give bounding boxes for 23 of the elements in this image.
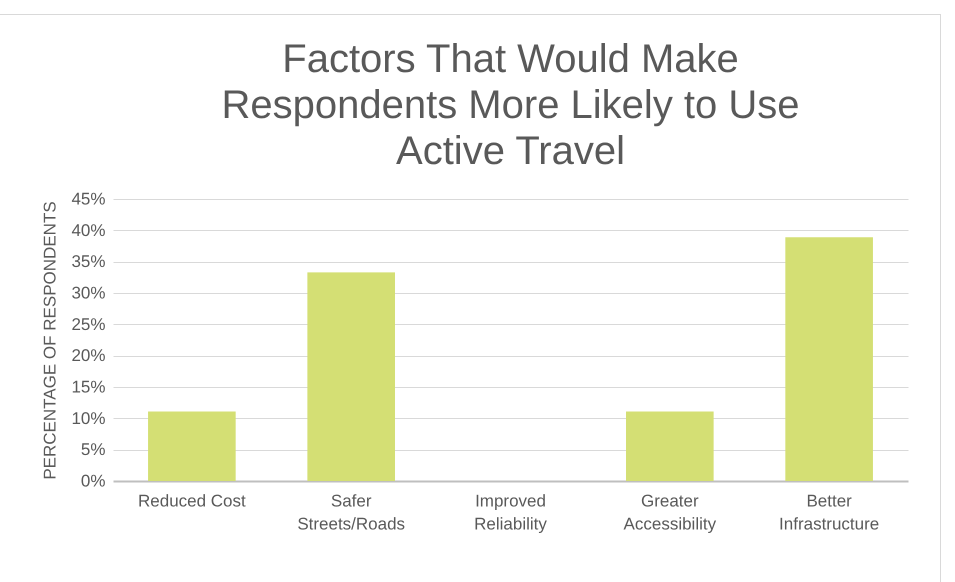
y-tick-label: 25% <box>71 314 106 334</box>
bar <box>148 411 236 481</box>
y-tick-label: 0% <box>80 472 106 490</box>
y-tick-label: 10% <box>71 408 106 428</box>
y-tick-label: 35% <box>71 252 106 272</box>
x-tick-label: Improved Reliability <box>474 492 548 534</box>
text: Active Travel <box>396 129 625 173</box>
x-tick-label: Safer Streets/Roads <box>297 492 406 534</box>
bar <box>626 411 714 481</box>
y-tick-label: 20% <box>71 346 106 366</box>
x-tick-label: Better Infrastructure <box>779 492 880 534</box>
bar <box>307 272 395 481</box>
y-tick-label: 30% <box>71 284 106 302</box>
y-axis-title: PERCENTAGE OF RESPONDENTS <box>40 201 60 480</box>
text: Respondents More Likely to Use <box>221 83 800 127</box>
y-tick-label: 45% <box>71 190 106 208</box>
bar <box>785 237 873 481</box>
x-tick-label: Greater Accessibility <box>624 492 717 534</box>
y-tick-label: 15% <box>71 378 106 396</box>
y-tick-label: 40% <box>71 220 106 240</box>
y-tick-label: 5% <box>80 440 106 460</box>
x-tick-label: Reduced Cost <box>138 492 246 510</box>
text: Factors That Would Make <box>282 37 739 81</box>
